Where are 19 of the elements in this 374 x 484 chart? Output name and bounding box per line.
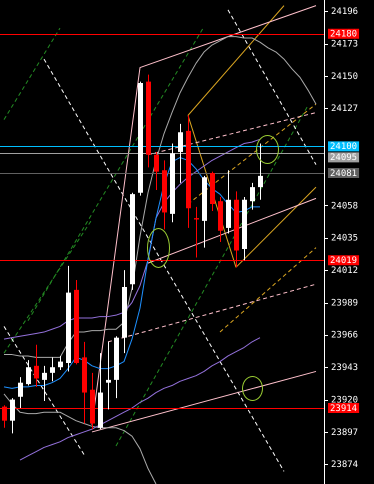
ref-line-label: 24100	[330, 142, 358, 152]
y-tick-label: 24150	[331, 72, 358, 82]
ref-line-label: 23914	[330, 404, 358, 414]
y-tick-label: 23874	[331, 460, 358, 470]
y-tick-label: 24173	[331, 39, 358, 50]
y-tick-label: 24012	[331, 266, 358, 276]
y-tick-label: 23943	[331, 363, 358, 374]
ref-line-label: 24081	[330, 168, 358, 179]
y-tick-label: 23920	[331, 395, 358, 406]
y-tick-label: 23897	[331, 428, 358, 438]
ref-line-label: 24180	[330, 30, 358, 40]
y-tick-label: 24127	[331, 104, 358, 114]
y-tick-label: 23989	[331, 298, 358, 308]
y-tick-label: 24196	[331, 7, 358, 18]
ref-line-label: 24019	[330, 256, 358, 266]
y-tick-label: 23966	[331, 330, 358, 341]
y-tick-label: 24035	[331, 234, 358, 244]
y-tick-label: 24058	[331, 201, 358, 212]
ref-line-label: 24095	[330, 153, 358, 164]
